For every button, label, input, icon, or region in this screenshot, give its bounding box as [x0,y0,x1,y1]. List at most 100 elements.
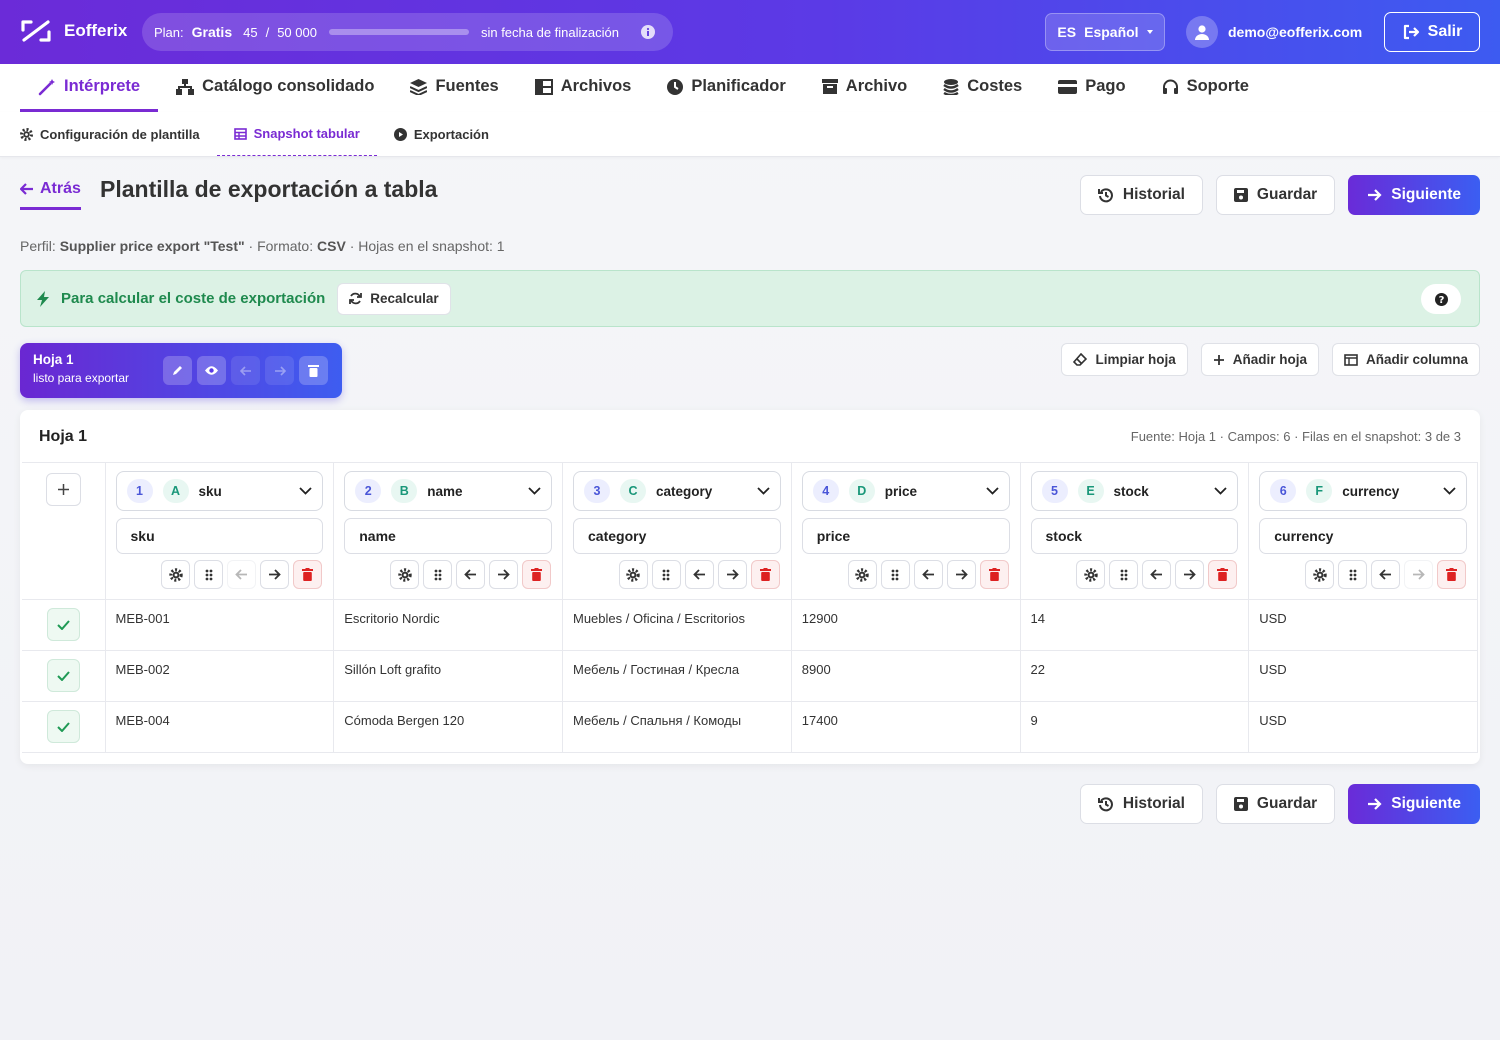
field-name: stock [1113,483,1149,499]
column-index: 4 [812,479,839,503]
subnav-label: Configuración de plantilla [40,126,200,142]
delete-column[interactable] [750,560,780,589]
next-button[interactable]: Siguiente [1348,175,1480,215]
chevron [757,487,770,495]
add-sheet-icon [1213,354,1225,366]
history-button[interactable]: Historial [1079,175,1203,215]
info-icon[interactable] [641,25,655,39]
save-button[interactable]: Guardar [1215,175,1336,215]
header-input[interactable]: price [801,518,1010,554]
format: CSV [317,238,346,254]
nav-tab[interactable]: Archivos [517,64,650,112]
move-column-left[interactable] [913,560,943,589]
user-menu[interactable]: demo@eofferix.com [1186,16,1362,48]
sheet-tab[interactable]: Hoja 1 listo para exportar [20,343,342,398]
add-sheet-button[interactable]: Añadir hoja [1200,343,1319,376]
move-column-left[interactable] [1142,560,1172,589]
move-column-right[interactable] [1175,560,1205,589]
subnav-icon [393,127,407,141]
nav-tab[interactable]: Fuentes [392,64,516,112]
delete-column[interactable] [1437,560,1466,589]
table-cell: 14 [1019,599,1250,651]
nav-tab[interactable]: Pago [1040,64,1143,112]
column-tools [573,560,781,589]
column-drag[interactable] [1338,560,1367,589]
save-button[interactable]: Guardar [1215,784,1336,824]
header-input[interactable]: name [344,518,552,554]
delete-column[interactable] [979,560,1009,589]
column-index: 1 [126,479,153,503]
back-link[interactable]: Atrás [20,180,81,210]
delete-column[interactable] [1208,560,1238,589]
clear-sheet-button[interactable]: Limpiar hoja [1061,343,1188,376]
recalculate-button[interactable]: Recalcular [337,282,451,315]
subnav-tab[interactable]: Snapshot tabular [216,112,377,156]
help-button[interactable]: ? [1421,284,1461,314]
nav-tab[interactable]: Planificador [649,64,803,112]
header-input[interactable]: sku [115,518,324,554]
column-settings[interactable] [161,560,191,589]
next-button[interactable]: Siguiente [1348,784,1480,824]
move-sheet-right[interactable] [265,356,294,385]
column-settings[interactable] [1305,560,1334,589]
nav-tab[interactable]: Soporte [1144,64,1267,112]
row-checkbox[interactable] [46,659,80,692]
subnav-tab[interactable]: Exportación [377,112,506,156]
column-settings[interactable] [847,560,877,589]
nav-tab[interactable]: Intérprete [20,64,159,112]
header-input[interactable]: category [573,518,781,554]
avatar [1186,16,1218,48]
preview-sheet[interactable] [197,356,226,385]
logo-icon [21,20,51,42]
move-column-right[interactable] [946,560,976,589]
move-column-right[interactable] [489,560,518,589]
history-button-icon [1097,187,1114,203]
subnav-tab[interactable]: Configuración de plantilla [18,112,217,156]
brand[interactable]: Eofferix [20,18,127,44]
language-selector[interactable]: ES Español [1045,13,1165,51]
move-column-left[interactable] [227,560,257,589]
back-label: Atrás [40,180,81,197]
move-sheet-left[interactable] [231,356,260,385]
row-checkbox[interactable] [46,608,80,641]
header-input[interactable]: stock [1030,518,1239,554]
edit-sheet[interactable] [163,356,192,385]
history-button-label: Historial [1122,186,1185,203]
column-settings[interactable] [618,560,648,589]
header-input[interactable]: currency [1259,518,1467,554]
move-column-right[interactable] [260,560,290,589]
column-drag[interactable] [423,560,452,589]
move-column-right[interactable] [717,560,747,589]
history-button[interactable]: Historial [1079,784,1203,824]
column-settings[interactable] [1076,560,1106,589]
move-column-right[interactable] [1404,560,1433,589]
move-column-left[interactable] [456,560,485,589]
column-drag[interactable] [194,560,224,589]
add-column-button[interactable]: Añadir columna [1331,343,1480,376]
column-drag[interactable] [651,560,681,589]
column-drag[interactable] [880,560,910,589]
table-cell: 17400 [790,701,1021,753]
column-settings[interactable] [390,560,419,589]
delete-column[interactable] [293,560,323,589]
add-column-button[interactable] [45,473,81,506]
column-drag[interactable] [1109,560,1139,589]
logout-button[interactable]: Salir [1384,12,1480,52]
move-column-left[interactable] [684,560,714,589]
nav-tab[interactable]: Costes [925,64,1040,112]
move-column-left[interactable] [1371,560,1400,589]
nav-tab[interactable]: Catálogo consolidado [158,64,392,112]
delete-sheet[interactable] [299,356,328,385]
table-cell: USD [1248,650,1478,702]
row-checkbox[interactable] [46,710,80,743]
next-button-icon [1367,189,1382,201]
nav-tab[interactable]: Archivo [804,64,925,112]
logout-label: Salir [1427,23,1463,40]
delete-column[interactable] [522,560,551,589]
